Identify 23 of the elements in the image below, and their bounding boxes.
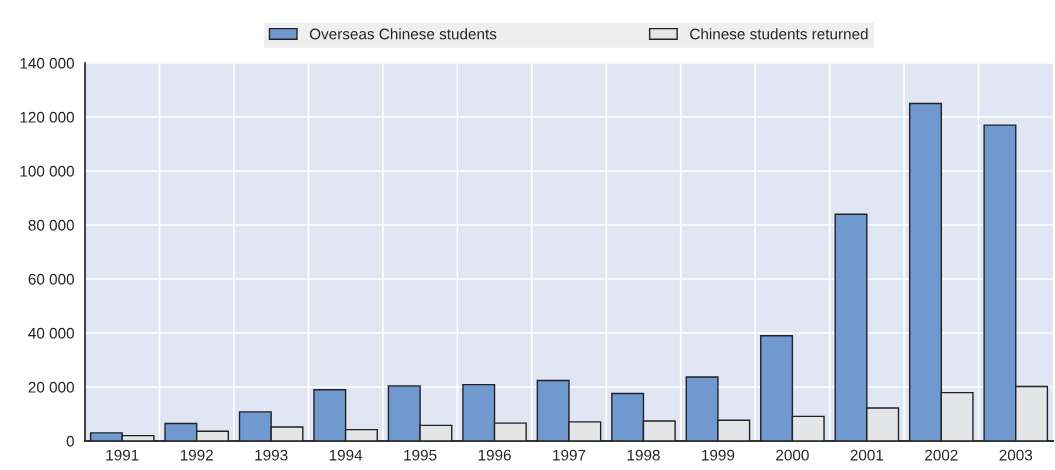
x-tick-label: 2001: [850, 449, 884, 461]
x-tick-label: 1996: [478, 449, 511, 461]
x-tick-label: 2003: [999, 449, 1033, 461]
x-tick-label: 2002: [925, 449, 958, 461]
y-tick-label: 100 000: [20, 165, 74, 177]
x-tick-label: 1992: [180, 449, 213, 461]
x-tick-label: 2000: [776, 449, 809, 461]
x-tick-label: 1995: [404, 449, 437, 461]
y-tick-label: 140 000: [20, 57, 74, 69]
y-tick-label: 20 000: [28, 381, 74, 393]
legend-label: Chinese students returned: [690, 28, 868, 40]
x-tick-label: 1993: [255, 449, 288, 461]
y-tick-label: 0: [66, 435, 74, 447]
x-tick-label: 1999: [702, 449, 735, 461]
legend-label: Overseas Chinese students: [309, 28, 497, 40]
x-tick-label: 1994: [329, 449, 363, 461]
y-tick-label: 80 000: [28, 219, 74, 231]
y-tick-label: 40 000: [28, 327, 74, 339]
x-tick-label: 1991: [106, 449, 139, 461]
y-tick-label: 60 000: [28, 273, 74, 285]
x-tick-label: 1998: [627, 449, 660, 461]
x-tick-label: 1997: [553, 449, 586, 461]
y-tick-label: 120 000: [20, 111, 74, 123]
